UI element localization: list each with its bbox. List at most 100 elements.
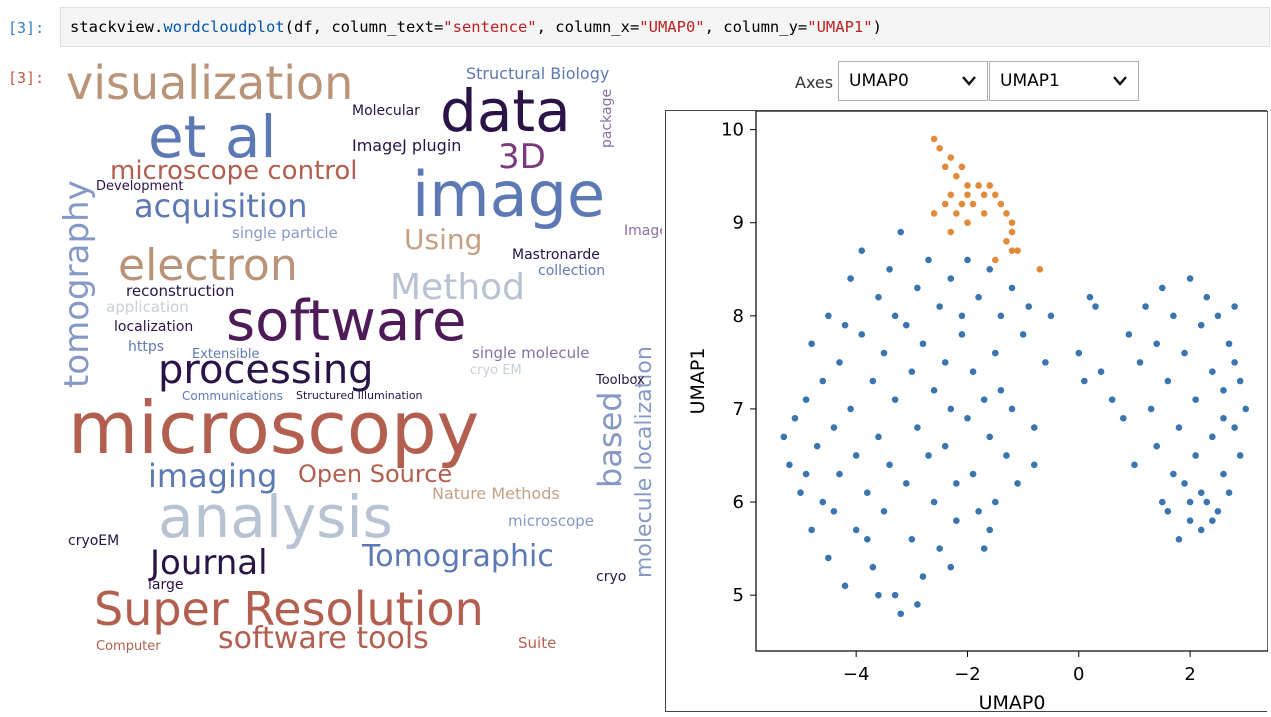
- scatter-point[interactable]: [830, 508, 838, 515]
- scatter-point[interactable]: [852, 452, 860, 459]
- scatter-point[interactable]: [1030, 461, 1038, 469]
- scatter-point[interactable]: [797, 489, 804, 497]
- scatter-point[interactable]: [975, 293, 982, 301]
- scatter-point[interactable]: [841, 321, 849, 329]
- scatter-point[interactable]: [1209, 433, 1216, 441]
- scatter-point[interactable]: [1186, 498, 1194, 506]
- scatter-point-selected[interactable]: [936, 144, 943, 152]
- scatter-point[interactable]: [1197, 489, 1205, 497]
- scatter-point[interactable]: [786, 461, 793, 469]
- scatter-point[interactable]: [1170, 470, 1177, 478]
- scatter-point[interactable]: [1008, 405, 1016, 413]
- scatter-point[interactable]: [1131, 461, 1138, 469]
- x-axis-select[interactable]: UMAP0: [838, 61, 988, 101]
- scatter-point[interactable]: [880, 349, 888, 357]
- scatter-point-selected[interactable]: [997, 200, 1005, 208]
- scatter-point[interactable]: [1170, 312, 1177, 320]
- scatter-point[interactable]: [1153, 340, 1160, 348]
- scatter-point[interactable]: [1075, 349, 1083, 357]
- scatter-point[interactable]: [869, 563, 877, 571]
- scatter-point[interactable]: [1019, 331, 1027, 338]
- scatter-point[interactable]: [941, 359, 949, 366]
- scatter-point[interactable]: [1186, 275, 1194, 282]
- scatter-point-selected[interactable]: [1003, 238, 1010, 245]
- scatter-point[interactable]: [808, 340, 815, 348]
- scatter-point[interactable]: [947, 275, 955, 282]
- scatter-point[interactable]: [891, 312, 899, 320]
- scatter-point-selected[interactable]: [992, 191, 999, 199]
- scatter-point[interactable]: [1192, 452, 1199, 459]
- y-axis-select[interactable]: UMAP1: [989, 61, 1139, 101]
- scatter-point-selected[interactable]: [1008, 219, 1016, 227]
- scatter-point[interactable]: [902, 321, 910, 329]
- scatter-point[interactable]: [958, 331, 966, 338]
- scatter-point[interactable]: [1181, 480, 1188, 487]
- scatter-point[interactable]: [936, 545, 943, 552]
- scatter-point[interactable]: [1153, 442, 1160, 450]
- scatter-point[interactable]: [791, 414, 799, 422]
- scatter-point[interactable]: [992, 498, 999, 506]
- scatter-point-selected[interactable]: [941, 163, 949, 171]
- scatter-point-selected[interactable]: [1014, 247, 1021, 254]
- scatter-point[interactable]: [1197, 321, 1205, 329]
- scatter-point[interactable]: [1242, 405, 1250, 413]
- scatter-point-selected[interactable]: [1008, 247, 1016, 254]
- scatter-point[interactable]: [1120, 414, 1127, 422]
- scatter-point[interactable]: [914, 424, 921, 431]
- scatter-point[interactable]: [1231, 359, 1238, 366]
- scatter-point[interactable]: [1225, 489, 1233, 497]
- scatter-point[interactable]: [875, 591, 882, 599]
- scatter-point[interactable]: [836, 470, 843, 478]
- scatter-point[interactable]: [1236, 452, 1244, 459]
- scatter-point[interactable]: [908, 368, 916, 375]
- scatter-point[interactable]: [864, 489, 871, 497]
- scatter-plot-frame[interactable]: −4 −2 0 2 5 6 7 8 9 10 UMAP0 UMAP1: [665, 110, 1269, 714]
- scatter-point[interactable]: [1164, 508, 1172, 515]
- scatter-point[interactable]: [1236, 377, 1244, 385]
- scatter-point[interactable]: [1158, 498, 1166, 506]
- scatter-point[interactable]: [1164, 377, 1172, 385]
- scatter-point[interactable]: [986, 265, 994, 273]
- scatter-point[interactable]: [1214, 508, 1222, 515]
- scatter-point[interactable]: [953, 480, 960, 487]
- scatter-point[interactable]: [1209, 368, 1216, 375]
- scatter-point[interactable]: [1209, 517, 1216, 524]
- scatter-plot[interactable]: −4 −2 0 2 5 6 7 8 9 10 UMAP0 UMAP1: [666, 110, 1269, 714]
- scatter-point[interactable]: [1136, 359, 1144, 366]
- scatter-point-selected[interactable]: [975, 182, 982, 189]
- scatter-point[interactable]: [1220, 387, 1227, 394]
- scatter-point[interactable]: [897, 228, 904, 236]
- scatter-point[interactable]: [1014, 480, 1021, 487]
- scatter-point[interactable]: [875, 433, 882, 441]
- scatter-point-selected[interactable]: [953, 172, 960, 180]
- scatter-point[interactable]: [886, 265, 893, 273]
- scatter-point[interactable]: [869, 377, 877, 385]
- scatter-point-selected[interactable]: [1008, 228, 1016, 236]
- scatter-point[interactable]: [1042, 359, 1049, 366]
- scatter-point-selected[interactable]: [980, 210, 988, 217]
- scatter-point[interactable]: [958, 312, 966, 320]
- scatter-point[interactable]: [919, 573, 927, 580]
- scatter-point[interactable]: [941, 442, 949, 450]
- code-cell[interactable]: stackview.wordcloudplot(df, column_text=…: [60, 7, 1270, 47]
- scatter-point[interactable]: [1225, 340, 1233, 348]
- scatter-point[interactable]: [1147, 405, 1155, 413]
- scatter-point[interactable]: [819, 498, 827, 506]
- scatter-point[interactable]: [930, 498, 938, 506]
- scatter-point[interactable]: [1158, 284, 1166, 292]
- scatter-point[interactable]: [1220, 414, 1227, 422]
- scatter-point[interactable]: [1108, 396, 1116, 403]
- scatter-point[interactable]: [1142, 303, 1149, 310]
- scatter-point-selected[interactable]: [964, 182, 971, 189]
- scatter-point[interactable]: [1008, 284, 1016, 292]
- scatter-point[interactable]: [1025, 303, 1032, 310]
- scatter-point-selected[interactable]: [992, 256, 999, 264]
- scatter-point-selected[interactable]: [930, 210, 938, 217]
- scatter-point[interactable]: [1231, 303, 1238, 310]
- scatter-point[interactable]: [808, 526, 815, 534]
- scatter-point[interactable]: [891, 591, 899, 599]
- scatter-point-selected[interactable]: [947, 191, 955, 199]
- scatter-point[interactable]: [1214, 312, 1222, 320]
- scatter-point-selected[interactable]: [958, 200, 966, 208]
- scatter-point[interactable]: [1030, 424, 1038, 431]
